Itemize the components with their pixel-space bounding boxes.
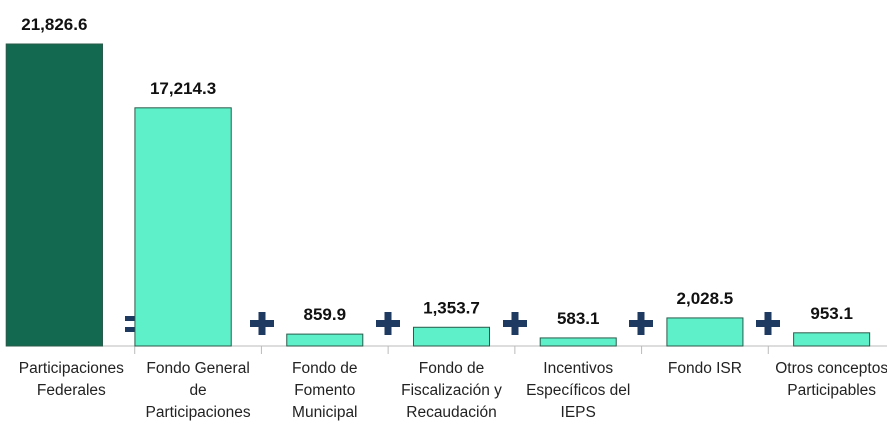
category-label: Incentivos Específicos del IEPS (526, 360, 631, 421)
plus-sign (376, 312, 400, 335)
value-label: 953.1 (810, 304, 853, 323)
bar (286, 333, 364, 347)
category-label: Participaciones Federales (18, 360, 124, 399)
bar (5, 43, 104, 347)
bar (539, 337, 617, 347)
bar (793, 332, 871, 347)
value-label: 17,214.3 (150, 79, 216, 98)
value-label: 2,028.5 (677, 289, 734, 308)
category-label: Fondo General de Participaciones (145, 360, 251, 421)
plus-sign (756, 312, 780, 335)
plus-sign (250, 312, 274, 335)
category-label: Fondo de Fomento Municipal (292, 360, 358, 421)
value-label: 1,353.7 (423, 298, 480, 317)
plus-sign (503, 312, 527, 335)
category-label: Fondo de Fiscalización y Recaudación (401, 360, 502, 421)
category-label: Fondo ISR (667, 360, 742, 377)
bar (134, 107, 232, 347)
value-label: 859.9 (304, 305, 347, 324)
value-label: 21,826.6 (21, 15, 87, 34)
bar (666, 317, 744, 347)
plus-sign (629, 312, 653, 335)
category-label: Otros conceptos Participables (775, 360, 887, 399)
bar (412, 326, 491, 347)
value-label: 583.1 (557, 309, 600, 328)
